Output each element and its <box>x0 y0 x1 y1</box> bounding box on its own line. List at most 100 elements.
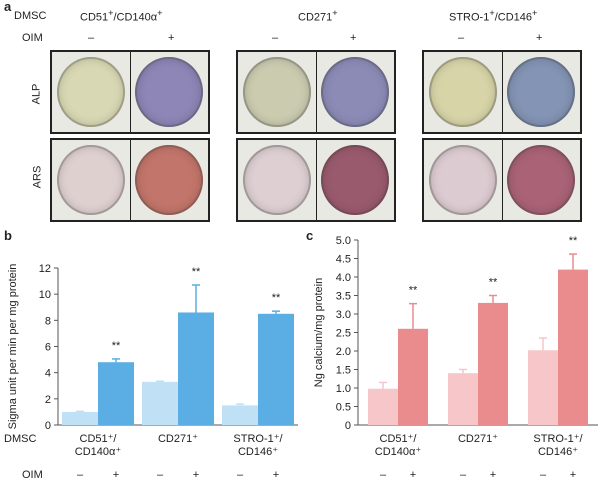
significance-label: ** <box>192 266 201 278</box>
y-tick-label: 12 <box>39 263 51 275</box>
significance-label: ** <box>569 235 578 247</box>
category-label: CD140α⁺ <box>75 446 122 458</box>
category-label: CD140α⁺ <box>375 446 422 458</box>
ars-wells-group-3 <box>422 138 582 222</box>
bar <box>142 381 178 425</box>
well-ars-g3-plus <box>502 140 580 220</box>
category-label: CD51⁺/ <box>80 433 118 445</box>
oim-sign: + <box>113 469 119 481</box>
alp-wells-group-3 <box>422 50 582 134</box>
well-alp-g1-plus <box>130 52 208 132</box>
category-label: STRO-1⁺/ <box>233 433 283 445</box>
bar <box>368 388 398 425</box>
alp-wells-group-2 <box>236 50 396 134</box>
panel-a-letter: a <box>4 0 12 14</box>
bar <box>478 302 508 425</box>
oim-sign: – <box>380 469 387 481</box>
y-axis-label: Sigma unit per min per mg protein <box>7 264 19 430</box>
alp-wells-group-1 <box>50 50 210 134</box>
category-label: CD271⁺ <box>458 433 498 445</box>
category-label: CD51⁺/ <box>380 433 418 445</box>
panel-a-dmsc-label: DMSC <box>14 10 47 22</box>
oim-plus-g2: + <box>350 32 357 44</box>
y-tick-label: 1.5 <box>336 365 351 377</box>
oim-minus-g3: – <box>458 32 465 44</box>
well-ars-g2-minus <box>238 140 317 220</box>
oim-sign: – <box>237 469 244 481</box>
significance-label: ** <box>112 340 121 352</box>
dish <box>321 144 390 216</box>
y-tick-label: 3.5 <box>336 291 351 303</box>
panel-b-letter: b <box>4 228 12 243</box>
well-ars-g1-plus <box>130 140 208 220</box>
y-tick-label: 0.5 <box>336 402 351 414</box>
group-label-stro1: STRO-1+/CD146+ <box>449 8 538 24</box>
panel-a-oim-label: OIM <box>22 32 43 44</box>
y-tick-label: 1.0 <box>336 383 351 395</box>
well-alp-g1-minus <box>52 52 131 132</box>
y-tick-label: 3.0 <box>336 309 351 321</box>
well-alp-g2-plus <box>316 52 394 132</box>
ars-wells-group-2 <box>236 138 396 222</box>
well-alp-g3-plus <box>502 52 580 132</box>
bar <box>98 362 134 425</box>
y-tick-label: 6 <box>45 342 51 354</box>
calcium-chart: 0 0.5 1.0 1.5 2.0 2.5 3.0 3.5 4.0 4.5 5.0 Ng calciu… <box>313 235 598 481</box>
oim-plus-g3: + <box>536 32 543 44</box>
bar <box>62 411 98 425</box>
group-label-cd271: CD271+ <box>298 8 338 24</box>
well-alp-g2-minus <box>238 52 317 132</box>
row-label-ars: ARS <box>31 165 44 189</box>
oim-minus-g1: – <box>88 32 95 44</box>
y-tick-label: 4.5 <box>336 254 351 266</box>
y-tick-label: 2 <box>45 394 51 406</box>
y-tick-label: 10 <box>39 289 51 301</box>
dish <box>135 144 204 216</box>
oim-sign: + <box>410 469 416 481</box>
oim-label: OIM <box>22 469 43 481</box>
y-tick-label: 0 <box>45 420 51 432</box>
y-tick-label: 8 <box>45 315 51 327</box>
bar <box>222 405 258 425</box>
oim-plus-g1: + <box>168 32 175 44</box>
bar <box>558 269 588 425</box>
well-ars-g2-plus <box>316 140 394 220</box>
well-ars-g1-minus <box>52 140 131 220</box>
y-tick-label: 2.5 <box>336 328 351 340</box>
oim-sign: + <box>570 469 576 481</box>
y-tick-label: 5.0 <box>336 235 351 247</box>
category-label: CD271⁺ <box>158 433 198 445</box>
bar <box>398 328 428 425</box>
oim-sign: – <box>540 469 547 481</box>
category-label: CD146⁺ <box>538 446 578 458</box>
bar <box>448 373 478 425</box>
y-tick-label: 4 <box>45 368 51 380</box>
y-tick-label: 0 <box>345 420 351 432</box>
significance-label: ** <box>409 285 418 297</box>
dish <box>507 56 576 128</box>
well-ars-g3-minus <box>424 140 503 220</box>
dish <box>56 56 125 128</box>
category-label: CD146⁺ <box>238 446 278 458</box>
dish <box>242 144 311 216</box>
bar <box>528 350 558 425</box>
dish <box>321 56 390 128</box>
panel-c-letter: c <box>306 228 314 243</box>
dish <box>428 56 497 128</box>
dmsc-label: DMSC <box>4 433 36 445</box>
oim-sign: + <box>490 469 496 481</box>
significance-label: ** <box>489 277 498 289</box>
dish <box>135 56 204 128</box>
bar <box>178 312 214 425</box>
category-label: STRO-1⁺/ <box>533 433 583 445</box>
row-label-alp: ALP <box>30 83 43 105</box>
oim-sign: + <box>193 469 199 481</box>
significance-label: ** <box>272 292 281 304</box>
group-label-cd51: CD51+/CD140α+ <box>80 8 163 24</box>
oim-minus-g2: – <box>272 32 279 44</box>
y-axis-label: Ng calcium/mg protein <box>313 278 325 387</box>
oim-sign: – <box>77 469 84 481</box>
oim-sign: – <box>460 469 467 481</box>
y-tick-label: 2.0 <box>336 346 351 358</box>
well-alp-g3-minus <box>424 52 503 132</box>
